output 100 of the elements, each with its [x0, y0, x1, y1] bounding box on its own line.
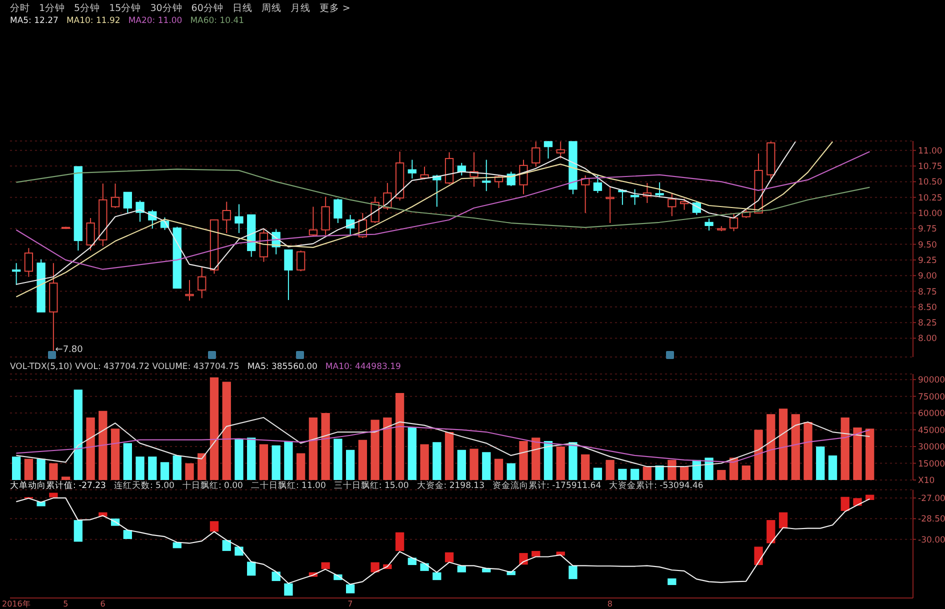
candlestick [321, 196, 330, 236]
annotation: 资金流向累计: -175911.64 [492, 480, 602, 492]
candlestick [222, 201, 231, 234]
bar [729, 458, 738, 480]
bar [444, 432, 454, 480]
text: 周线 [261, 2, 282, 15]
bar [24, 458, 34, 480]
bar [86, 418, 95, 480]
bar [123, 443, 132, 480]
bar [457, 566, 466, 572]
bar [308, 418, 318, 480]
y-tick-label: 8.00 [918, 334, 937, 344]
x-tick-label: 5 [63, 600, 68, 609]
bar [828, 455, 838, 480]
bar [370, 562, 380, 572]
bar [506, 463, 516, 480]
x-tick-label: 6 [100, 600, 106, 609]
bar [754, 430, 763, 480]
y-tick-label: 9.00 [918, 272, 937, 282]
bar [272, 572, 280, 582]
y-tick-label: 10.50 [918, 178, 942, 188]
bar [420, 563, 429, 571]
text: MA5: 12.27 [10, 16, 58, 26]
text: 15分钟 [109, 2, 142, 15]
bar [408, 558, 416, 566]
y-tick-label: 10.75 [918, 162, 942, 172]
y-tick-label: 11.00 [918, 146, 942, 156]
bar [247, 562, 256, 576]
y-tick-label: 8.50 [918, 302, 937, 313]
bar [432, 442, 442, 480]
bar [98, 410, 108, 480]
annotation: 连红天数: 5.00 [114, 480, 174, 492]
bar [853, 428, 862, 480]
text: MA60: 10.41 [190, 16, 244, 26]
bar [778, 512, 788, 528]
bar [432, 572, 442, 580]
text: MA10: 11.92 [66, 16, 120, 26]
bar [247, 438, 256, 480]
bar [358, 440, 368, 480]
bar [482, 568, 491, 572]
bar [655, 465, 664, 480]
series-label: 大单动向累计值: -27.23 [10, 480, 106, 492]
text: 60分钟 [191, 2, 224, 15]
bar [334, 438, 342, 480]
annotation: 大资金累计: -53094.46 [609, 480, 704, 492]
y-tick-label: 10.25 [918, 193, 942, 204]
x-tick-label: 2016年 [2, 600, 30, 609]
text: MA10: 444983.19 [325, 362, 401, 372]
bar [222, 540, 231, 551]
bar [766, 414, 776, 480]
line-series [16, 426, 870, 463]
bar [494, 458, 504, 480]
bar [791, 414, 800, 480]
bar [618, 468, 627, 480]
bar [840, 496, 850, 511]
bar [259, 444, 268, 480]
text: 30分钟 [150, 2, 182, 15]
bar [395, 392, 404, 480]
bar [593, 468, 602, 480]
bar [804, 422, 812, 480]
text: MA5: 385560.00 [247, 362, 318, 372]
bar [766, 520, 776, 544]
bar [717, 470, 726, 480]
bar [680, 466, 689, 480]
bar [470, 448, 478, 480]
bar [346, 450, 355, 480]
bar [778, 408, 788, 480]
bar [420, 444, 429, 480]
candlestick [185, 279, 194, 302]
bar [49, 463, 58, 480]
candlestick [12, 262, 21, 286]
bar [742, 465, 750, 480]
bar [383, 418, 392, 480]
y-tick-label: 30000 [918, 442, 945, 453]
bar [272, 445, 280, 480]
line-series [16, 497, 870, 585]
bar [568, 566, 578, 580]
bar [519, 440, 528, 480]
candlestick [704, 218, 714, 232]
bar [544, 440, 553, 480]
bar [321, 562, 330, 570]
annotation: 大资金: 2198.13 [416, 480, 484, 492]
candlestick [24, 248, 34, 278]
bar [296, 453, 306, 480]
bar [36, 458, 46, 480]
x-tick-label: 7 [348, 600, 353, 609]
annotation: 二十日飘红: 11.00 [250, 480, 326, 492]
bar [234, 438, 244, 480]
y-tick-label: 8.25 [918, 318, 937, 329]
bar [222, 382, 231, 480]
bar [61, 476, 70, 480]
bar [457, 450, 466, 480]
bar [816, 446, 825, 480]
annotation: 十日飘红: 0.00 [182, 480, 243, 492]
bar [866, 428, 874, 480]
y-tick-label: 15000 [918, 459, 945, 470]
candlestick [234, 204, 244, 234]
bar [668, 460, 676, 480]
text: 分时 [10, 2, 30, 15]
bar [49, 492, 58, 498]
